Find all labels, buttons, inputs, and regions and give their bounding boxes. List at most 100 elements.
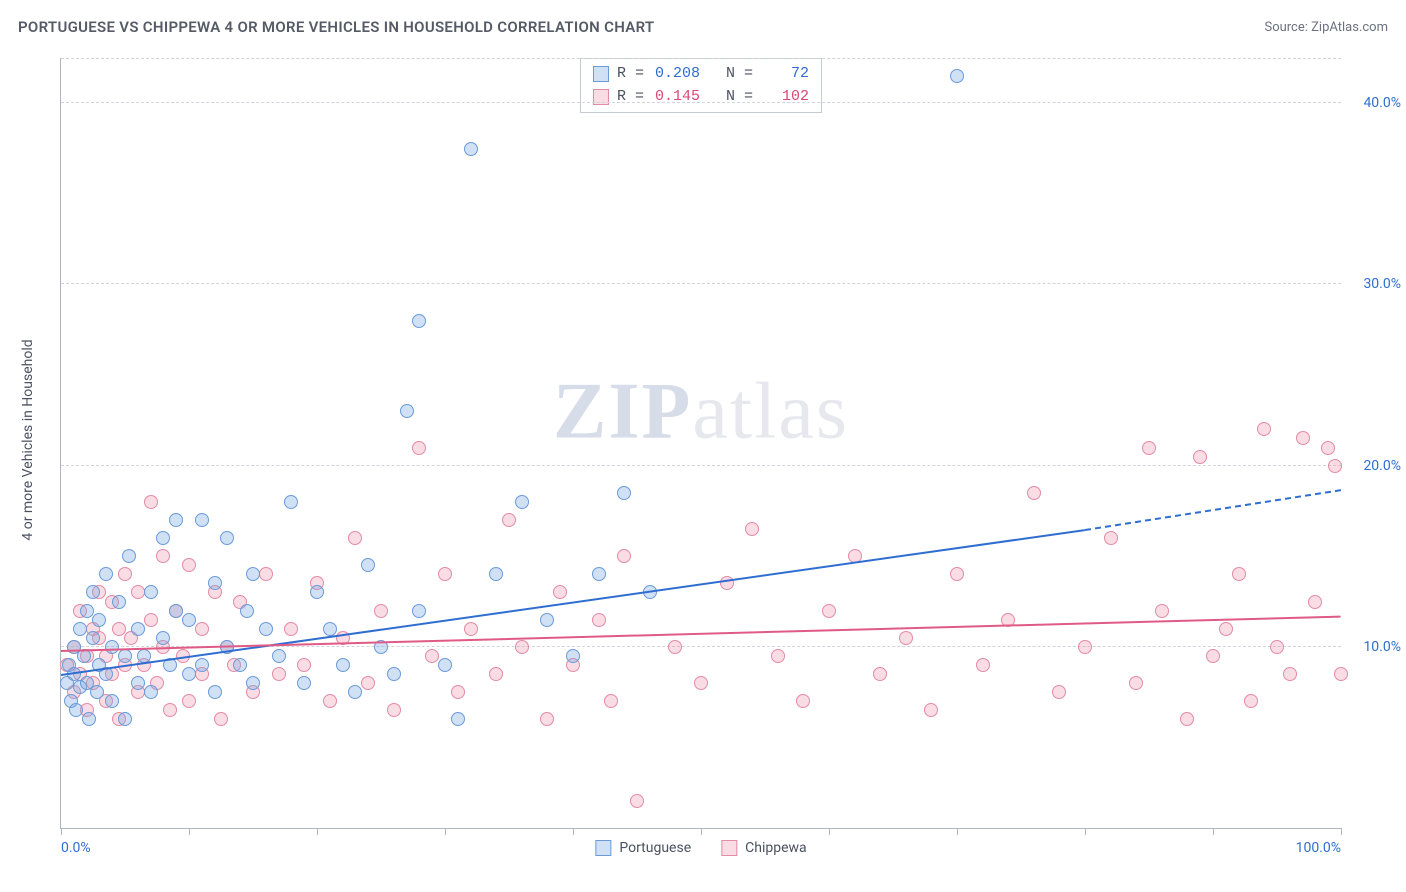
scatter-point-portuguese [182,667,196,681]
gridline-h [61,283,1341,284]
scatter-point-chippewa [592,613,606,627]
y-tick-label: 20.0% [1346,458,1401,474]
scatter-point-chippewa [976,658,990,672]
scatter-point-portuguese [99,567,113,581]
scatter-point-chippewa [694,676,708,690]
x-tick-label: 0.0% [61,840,91,856]
stats-row-chippewa: R = 0.145 N = 102 [593,86,809,109]
scatter-point-chippewa [195,622,209,636]
scatter-point-portuguese [412,604,426,618]
scatter-point-portuguese [246,567,260,581]
scatter-point-portuguese [412,314,426,328]
scatter-point-chippewa [1052,685,1066,699]
scatter-point-portuguese [92,613,106,627]
scatter-point-portuguese [156,631,170,645]
scatter-point-chippewa [630,794,644,808]
scatter-point-chippewa [1244,694,1258,708]
scatter-point-chippewa [924,703,938,717]
scatter-point-portuguese [182,613,196,627]
swatch-chippewa [721,840,737,856]
scatter-point-chippewa [438,567,452,581]
y-tick-label: 10.0% [1346,639,1401,655]
scatter-point-chippewa [1219,622,1233,636]
gridline-h [61,58,1341,59]
scatter-point-portuguese [348,685,362,699]
scatter-point-portuguese [592,567,606,581]
scatter-point-chippewa [1321,441,1335,455]
x-tick [701,828,702,835]
scatter-point-portuguese [82,712,96,726]
scatter-point-portuguese [90,685,104,699]
scatter-point-chippewa [1328,459,1342,473]
x-tick [957,828,958,835]
x-tick [445,828,446,835]
scatter-point-chippewa [387,703,401,717]
scatter-point-chippewa [182,558,196,572]
swatch-portuguese [595,840,611,856]
scatter-point-portuguese [246,676,260,690]
chart-title: PORTUGUESE VS CHIPPEWA 4 OR MORE VEHICLE… [18,18,654,36]
scatter-point-portuguese [323,622,337,636]
scatter-point-portuguese [220,531,234,545]
scatter-point-chippewa [348,531,362,545]
scatter-point-chippewa [1155,604,1169,618]
scatter-point-chippewa [745,522,759,536]
gridline-h [61,465,1341,466]
scatter-point-chippewa [1334,667,1348,681]
scatter-point-portuguese [105,640,119,654]
watermark: ZIPatlas [553,367,849,458]
scatter-point-chippewa [617,549,631,563]
scatter-point-portuguese [387,667,401,681]
scatter-point-chippewa [1142,441,1156,455]
y-axis-label: 4 or more Vehicles in Household [20,339,36,540]
x-tick [1341,828,1342,835]
scatter-point-chippewa [1296,431,1310,445]
scatter-point-portuguese [122,549,136,563]
scatter-point-chippewa [451,685,465,699]
scatter-point-chippewa [1193,450,1207,464]
scatter-point-portuguese [131,676,145,690]
scatter-point-chippewa [1104,531,1118,545]
scatter-point-portuguese [131,622,145,636]
scatter-point-chippewa [361,676,375,690]
scatter-point-portuguese [540,613,554,627]
scatter-point-portuguese [515,495,529,509]
scatter-point-chippewa [771,649,785,663]
scatter-point-chippewa [374,604,388,618]
x-tick-label: 100.0% [1296,840,1341,856]
scatter-point-chippewa [1257,422,1271,436]
scatter-point-chippewa [163,703,177,717]
swatch-portuguese [593,66,609,82]
scatter-point-portuguese [208,685,222,699]
scatter-point-chippewa [604,694,618,708]
scatter-point-portuguese [105,694,119,708]
source-label: Source: ZipAtlas.com [1264,20,1388,35]
scatter-point-portuguese [169,604,183,618]
scatter-point-portuguese [69,703,83,717]
scatter-point-chippewa [156,549,170,563]
x-tick [189,828,190,835]
scatter-point-portuguese [86,585,100,599]
scatter-point-chippewa [182,694,196,708]
scatter-point-portuguese [208,576,222,590]
scatter-point-chippewa [668,640,682,654]
scatter-point-portuguese [156,531,170,545]
scatter-point-portuguese [195,513,209,527]
scatter-point-chippewa [822,604,836,618]
scatter-point-chippewa [1180,712,1194,726]
scatter-point-chippewa [502,513,516,527]
scatter-point-portuguese [310,585,324,599]
scatter-point-portuguese [73,622,87,636]
chart-plot-area: ZIPatlas R = 0.208 N = 72 R = 0.145 N = … [60,58,1341,829]
scatter-point-chippewa [144,613,158,627]
scatter-point-portuguese [617,486,631,500]
scatter-point-portuguese [259,622,273,636]
scatter-point-chippewa [118,567,132,581]
scatter-point-portuguese [169,513,183,527]
scatter-point-chippewa [144,495,158,509]
scatter-point-portuguese [233,658,247,672]
scatter-point-chippewa [1078,640,1092,654]
scatter-point-chippewa [873,667,887,681]
scatter-point-chippewa [553,585,567,599]
scatter-point-portuguese [118,649,132,663]
